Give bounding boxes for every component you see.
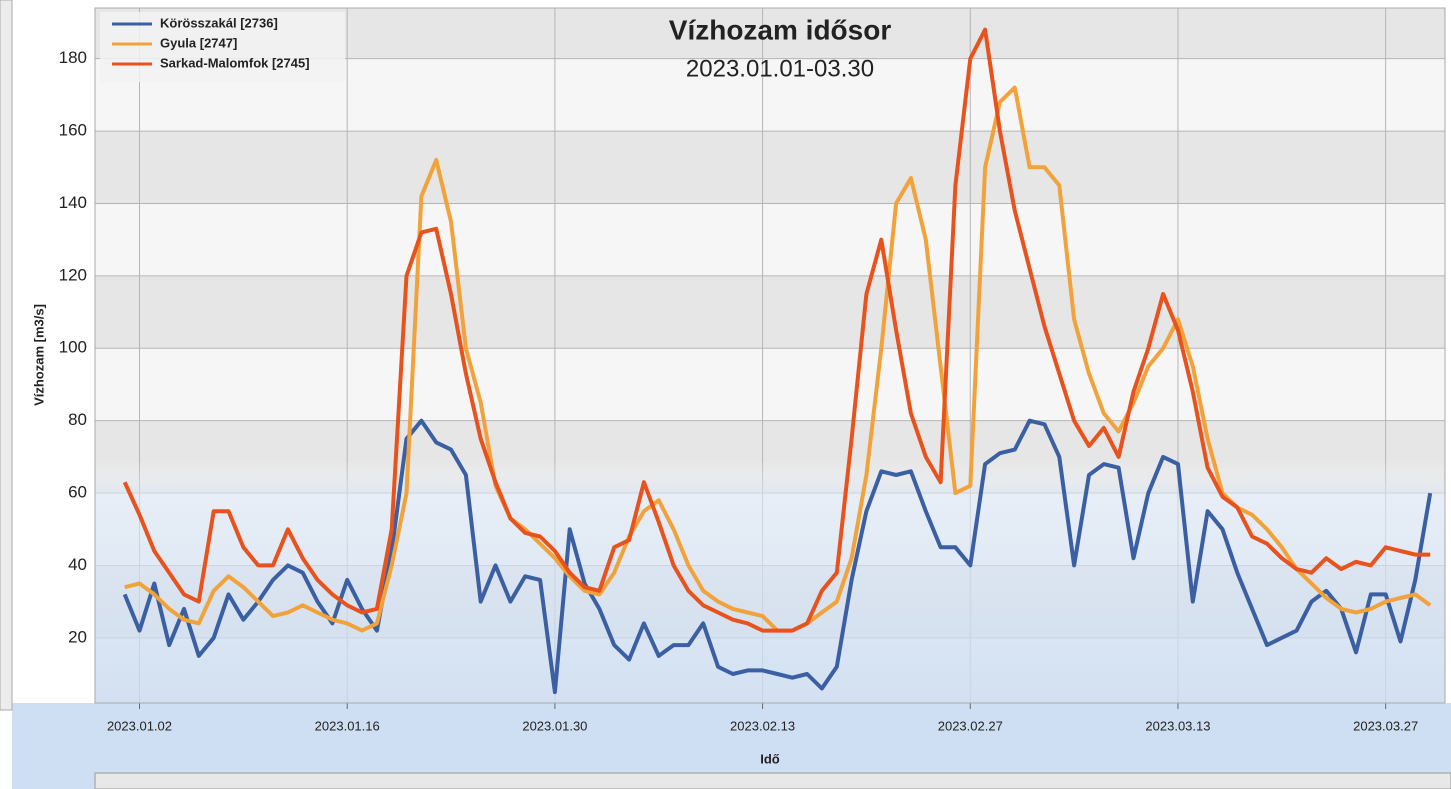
side-scrollbar[interactable] bbox=[0, 0, 13, 711]
y-tick-label: 140 bbox=[59, 193, 87, 212]
x-tick-label: 2023.02.13 bbox=[730, 718, 795, 733]
chart-subtitle: 2023.01.01-03.30 bbox=[686, 55, 874, 82]
y-tick-label: 40 bbox=[68, 555, 87, 574]
y-tick-label: 60 bbox=[68, 483, 87, 502]
x-tick-label: 2023.01.30 bbox=[522, 718, 587, 733]
legend-label: Körösszakál [2736] bbox=[160, 15, 278, 30]
y-tick-label: 160 bbox=[59, 121, 87, 140]
x-tick-label: 2023.02.27 bbox=[938, 718, 1003, 733]
legend-label: Sarkad-Malomfok [2745] bbox=[160, 55, 310, 70]
bottom-scrollbar[interactable] bbox=[94, 772, 1451, 789]
x-axis-label: Idő bbox=[760, 751, 780, 766]
x-tick-label: 2023.03.27 bbox=[1353, 718, 1418, 733]
x-tick-label: 2023.01.16 bbox=[315, 718, 380, 733]
series-line bbox=[122, 418, 1433, 695]
plot-frame bbox=[94, 7, 1446, 704]
legend-label: Gyula [2747] bbox=[160, 35, 237, 50]
plot-shade bbox=[95, 8, 1445, 703]
y-tick-label: 180 bbox=[59, 48, 87, 67]
y-tick-label: 20 bbox=[68, 627, 87, 646]
chart-title: Vízhozam idősor bbox=[669, 14, 892, 45]
x-tick-label: 2023.01.02 bbox=[107, 718, 172, 733]
x-tick-label: 2023.03.13 bbox=[1145, 718, 1210, 733]
y-tick-label: 120 bbox=[59, 265, 87, 284]
series-line bbox=[122, 27, 1431, 633]
y-tick-label: 100 bbox=[59, 338, 87, 357]
y-axis-label: Vízhozam [m3/s] bbox=[31, 304, 46, 406]
y-tick-label: 80 bbox=[68, 410, 87, 429]
